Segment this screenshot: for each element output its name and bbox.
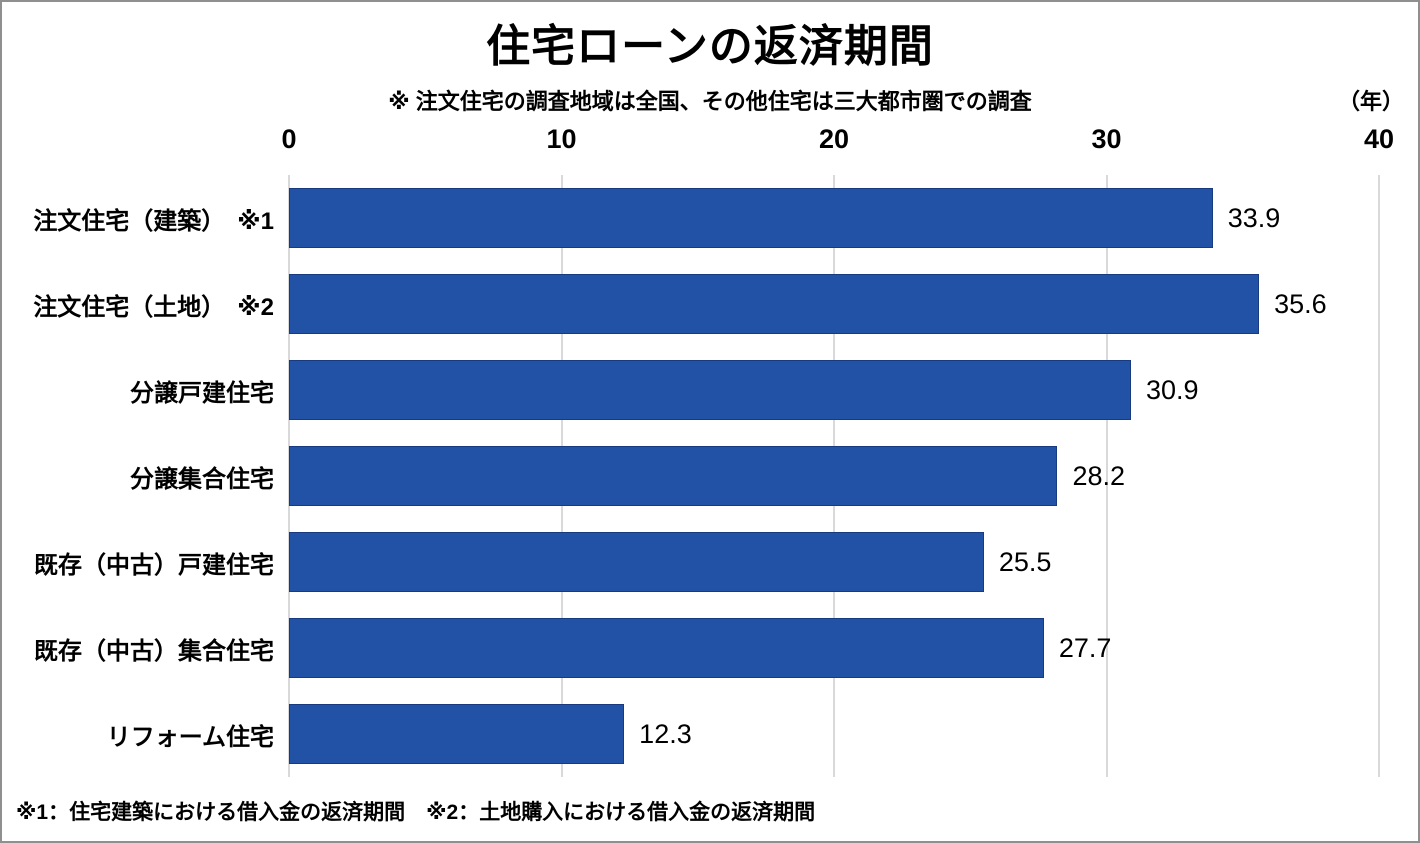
bar-value-label: 12.3 bbox=[639, 719, 692, 749]
bar-row: 35.6 bbox=[289, 261, 1379, 347]
bar-row: 25.5 bbox=[289, 519, 1379, 605]
x-axis-tick-label: 30 bbox=[1091, 124, 1122, 154]
bar bbox=[289, 446, 1058, 506]
x-axis-tick-label: 40 bbox=[1363, 124, 1395, 154]
category-label: 注文住宅（建築） ※1 bbox=[33, 207, 274, 235]
bar-row: 28.2 bbox=[289, 433, 1379, 519]
bar bbox=[289, 274, 1260, 334]
chart-subtitle: ※ 注文住宅の調査地域は全国、その他住宅は三大都市圏での調査 bbox=[388, 89, 1032, 114]
bar-value-label: 27.7 bbox=[1058, 633, 1112, 663]
x-axis-tick-label: 20 bbox=[818, 124, 850, 154]
bar-row: 33.9 bbox=[289, 175, 1379, 261]
bar-row: 30.9 bbox=[289, 347, 1379, 433]
bar-row: 27.7 bbox=[289, 605, 1379, 691]
bar-row: 12.3 bbox=[289, 691, 1379, 777]
category-label: 分譲集合住宅 bbox=[130, 465, 274, 493]
x-axis-tick-row: 0 10 20 30 40 bbox=[281, 124, 1394, 158]
plot-area: 33.9 35.6 30.9 28.2 25.5 27.7 12.3 bbox=[288, 175, 1380, 777]
bar bbox=[289, 618, 1044, 678]
bar bbox=[289, 532, 984, 592]
bar-value-label: 30.9 bbox=[1146, 375, 1199, 405]
bar-value-label: 33.9 bbox=[1227, 203, 1281, 233]
bar-value-label: 35.6 bbox=[1274, 289, 1327, 319]
bar-value-label: 25.5 bbox=[998, 547, 1052, 577]
chart-title: 住宅ローンの返済期間 bbox=[486, 22, 934, 71]
x-axis-tick-label: 10 bbox=[546, 124, 577, 154]
bar bbox=[289, 360, 1132, 420]
gridline bbox=[1378, 175, 1380, 777]
category-label: 既存（中古）集合住宅 bbox=[34, 637, 274, 665]
bar bbox=[289, 188, 1213, 248]
footnote: ※1：住宅建築における借入金の返済期間 ※2：土地購入における借入金の返済期間 bbox=[16, 801, 816, 824]
gridline bbox=[1105, 175, 1108, 777]
x-axis-unit-label: （年） bbox=[1337, 89, 1404, 114]
category-label: 注文住宅（土地） ※2 bbox=[33, 293, 274, 321]
category-label: 分譲戸建住宅 bbox=[130, 379, 274, 407]
category-label: 既存（中古）戸建住宅 bbox=[34, 551, 274, 579]
bar-value-label: 28.2 bbox=[1072, 461, 1125, 491]
bar bbox=[289, 704, 625, 764]
x-axis-tick-label: 0 bbox=[281, 124, 297, 154]
category-axis: 注文住宅（建築） ※1 注文住宅（土地） ※2 分譲戸建住宅 分譲集合住宅既存（中古）… bbox=[2, 175, 274, 777]
category-label: リフォーム住宅 bbox=[106, 723, 274, 751]
